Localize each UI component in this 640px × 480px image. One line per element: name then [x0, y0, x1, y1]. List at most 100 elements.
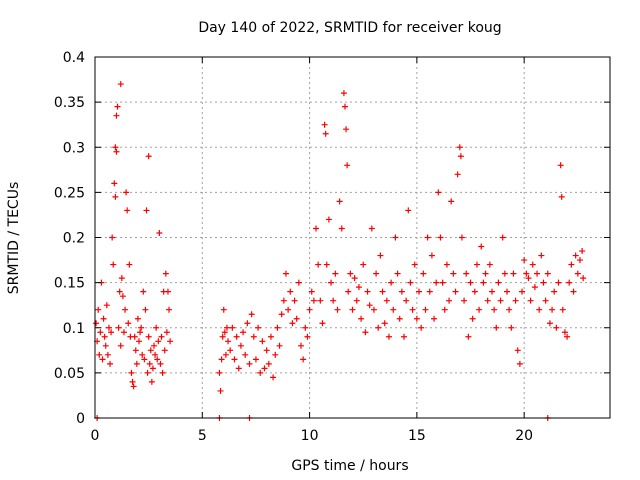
data-point [368, 225, 375, 232]
data-point [443, 261, 450, 268]
data-point [159, 369, 166, 376]
data-point [375, 324, 382, 331]
data-point [322, 130, 329, 137]
data-point [340, 90, 347, 97]
data-point [250, 333, 257, 340]
data-point [100, 315, 107, 322]
data-point [134, 315, 141, 322]
data-point [403, 297, 410, 304]
y-tick-label: 0.05 [54, 366, 85, 382]
data-point [141, 356, 148, 363]
data-point [144, 369, 151, 376]
data-point [557, 162, 564, 169]
data-point [480, 279, 487, 286]
data-point [317, 297, 324, 304]
data-point [282, 270, 289, 277]
data-point [551, 288, 558, 295]
data-point [132, 347, 139, 354]
data-point [104, 351, 111, 358]
data-point [285, 306, 292, 313]
data-point [163, 329, 170, 336]
data-point [568, 261, 575, 268]
data-point [546, 320, 553, 327]
data-point [366, 302, 373, 309]
data-point [113, 148, 120, 155]
data-point [407, 279, 414, 286]
data-point [154, 356, 161, 363]
data-point [435, 189, 442, 196]
data-point [495, 279, 502, 286]
data-point [120, 329, 127, 336]
data-point [146, 360, 153, 367]
data-point [574, 270, 581, 277]
data-point [240, 329, 247, 336]
data-point [392, 234, 399, 241]
data-point [413, 315, 420, 322]
data-point [424, 234, 431, 241]
data-point [355, 284, 362, 291]
data-point [491, 306, 498, 313]
data-point [420, 270, 427, 277]
data-point [125, 320, 132, 327]
data-point [222, 351, 229, 358]
data-point [446, 297, 453, 304]
data-point [441, 306, 448, 313]
data-point [508, 324, 515, 331]
data-point [426, 288, 433, 295]
data-point [457, 153, 464, 160]
data-point [252, 356, 259, 363]
y-tick-label: 0.1 [63, 321, 85, 337]
data-point [166, 306, 173, 313]
data-point [218, 356, 225, 363]
data-point [461, 297, 468, 304]
data-point [110, 261, 117, 268]
data-point [248, 311, 255, 318]
data-point [529, 261, 536, 268]
y-tick-label: 0.15 [54, 276, 85, 292]
data-point [129, 378, 136, 385]
y-tick-labels: 0 0.05 0.1 0.15 0.2 0.25 0.3 0.35 0.4 [54, 50, 85, 427]
data-point [351, 275, 358, 282]
data-point [143, 207, 150, 214]
data-point [227, 347, 234, 354]
data-point [97, 329, 104, 336]
data-point [122, 306, 129, 313]
data-point [559, 306, 566, 313]
data-point [133, 360, 140, 367]
data-point [287, 288, 294, 295]
x-tick-labels: 0 5 10 15 20 [91, 428, 534, 444]
data-point [510, 270, 517, 277]
data-point [267, 333, 274, 340]
data-point [488, 288, 495, 295]
data-point [540, 279, 547, 286]
data-point [482, 270, 489, 277]
data-point [126, 261, 133, 268]
data-point [390, 306, 397, 313]
data-point [116, 288, 123, 295]
data-point [398, 288, 405, 295]
data-point [501, 270, 508, 277]
data-point [549, 306, 556, 313]
data-point [321, 121, 328, 128]
data-point [261, 365, 268, 372]
data-point [504, 288, 510, 295]
data-point [270, 374, 277, 381]
data-point [302, 324, 309, 331]
data-point [102, 342, 109, 349]
data-point [263, 347, 270, 354]
data-point [454, 171, 461, 178]
data-point [576, 257, 583, 264]
x-tick-label: 0 [91, 428, 100, 444]
axis-ticks [94, 56, 610, 419]
data-point [521, 257, 528, 264]
data-point [219, 333, 226, 340]
data-point [343, 126, 350, 133]
chart-title: Day 140 of 2022, SRMTID for receiver kou… [198, 20, 501, 36]
data-point [229, 324, 236, 331]
data-point [411, 261, 418, 268]
data-point [107, 360, 114, 367]
data-point [394, 270, 401, 277]
data-point [353, 297, 360, 304]
data-point [223, 324, 230, 331]
data-point [157, 360, 164, 367]
